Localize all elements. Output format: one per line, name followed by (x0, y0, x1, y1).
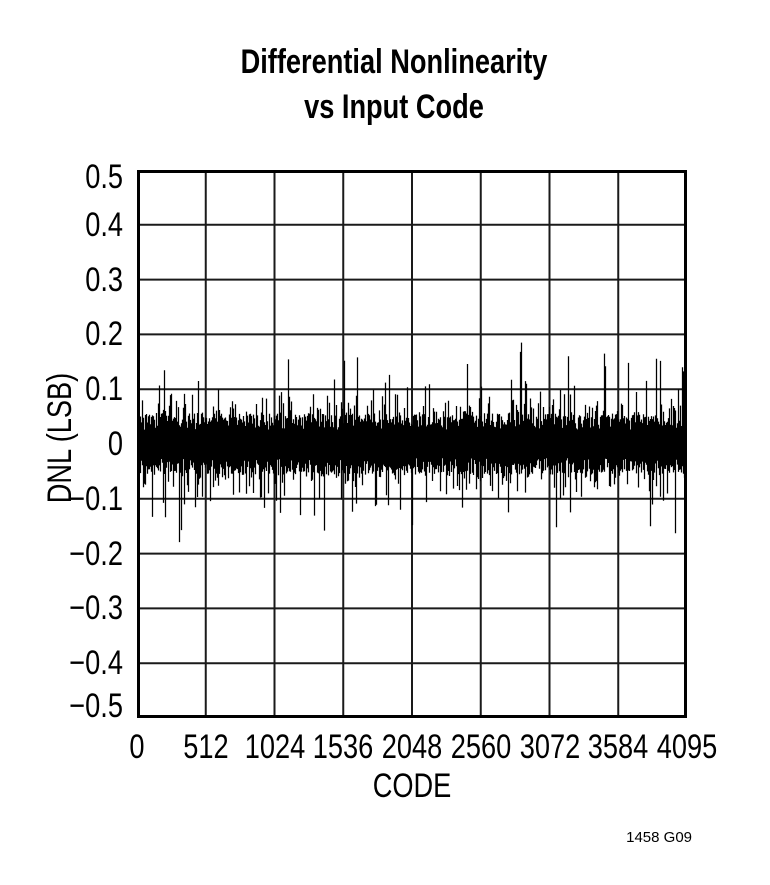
x-axis-title: CODE (372, 767, 452, 805)
y-tick-label: 0.5 (85, 158, 123, 196)
plot-frame (137, 170, 687, 718)
y-tick-label: −0.5 (69, 687, 123, 725)
y-tick-label: −0.1 (69, 479, 123, 518)
y-tick-label: 0.1 (85, 370, 123, 409)
x-tick-label: 0 (129, 728, 145, 766)
x-tick-label: 2560 (450, 728, 511, 766)
plot-area (137, 170, 687, 718)
y-tick-label: 0.4 (85, 205, 123, 244)
y-tick-label: −0.3 (69, 589, 123, 628)
chart-title: Differential Nonlinearity vs Input Code (154, 40, 634, 130)
y-tick-label: −0.4 (69, 644, 123, 683)
y-tick-label: 0.2 (85, 315, 123, 354)
x-tick-label: 3072 (519, 728, 580, 766)
y-tick-label: 0.3 (85, 260, 123, 299)
x-tick-label: 3584 (587, 728, 649, 766)
y-tick-label: 0 (107, 425, 123, 463)
x-tick-label: 512 (183, 728, 229, 766)
chart-title-line-2: vs Input Code (304, 88, 484, 126)
x-tick-label: 1536 (312, 728, 374, 766)
y-tick-label: −0.2 (69, 534, 123, 573)
x-tick-label: 4095 (656, 728, 718, 766)
x-tick-label: 2048 (381, 728, 443, 766)
figure-number: 1458 G09 (626, 829, 692, 846)
chart-title-line-1: Differential Nonlinearity (240, 43, 548, 81)
x-tick-label: 1024 (244, 728, 305, 766)
